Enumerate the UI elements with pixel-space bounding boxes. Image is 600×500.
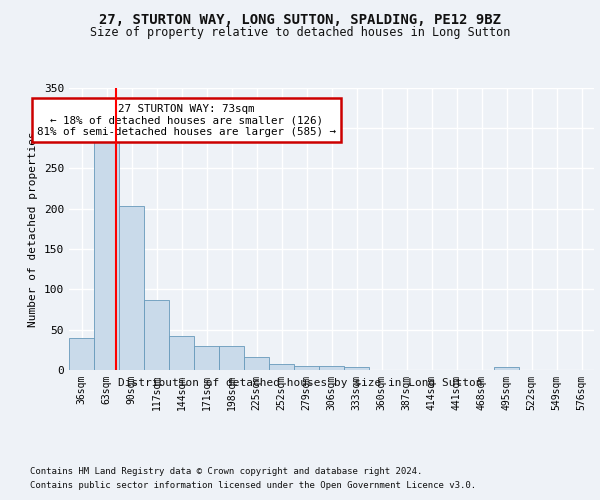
Y-axis label: Number of detached properties: Number of detached properties [28, 131, 38, 326]
Bar [94, 136, 119, 370]
Text: Distribution of detached houses by size in Long Sutton: Distribution of detached houses by size … [118, 378, 482, 388]
Text: Contains HM Land Registry data © Crown copyright and database right 2024.: Contains HM Land Registry data © Crown c… [30, 468, 422, 476]
Bar [344, 367, 369, 370]
Bar [494, 367, 519, 370]
Text: Size of property relative to detached houses in Long Sutton: Size of property relative to detached ho… [90, 26, 510, 39]
Bar [294, 366, 319, 370]
Bar [194, 346, 219, 370]
Text: 27 STURTON WAY: 73sqm
← 18% of detached houses are smaller (126)
81% of semi-det: 27 STURTON WAY: 73sqm ← 18% of detached … [37, 104, 336, 137]
Bar [244, 357, 269, 370]
Bar [319, 366, 344, 370]
Bar [219, 346, 244, 370]
Bar [144, 300, 169, 370]
Bar [119, 206, 144, 370]
Bar [69, 338, 94, 370]
Text: Contains public sector information licensed under the Open Government Licence v3: Contains public sector information licen… [30, 481, 476, 490]
Bar [269, 364, 294, 370]
Text: 27, STURTON WAY, LONG SUTTON, SPALDING, PE12 9BZ: 27, STURTON WAY, LONG SUTTON, SPALDING, … [99, 12, 501, 26]
Bar [169, 336, 194, 370]
